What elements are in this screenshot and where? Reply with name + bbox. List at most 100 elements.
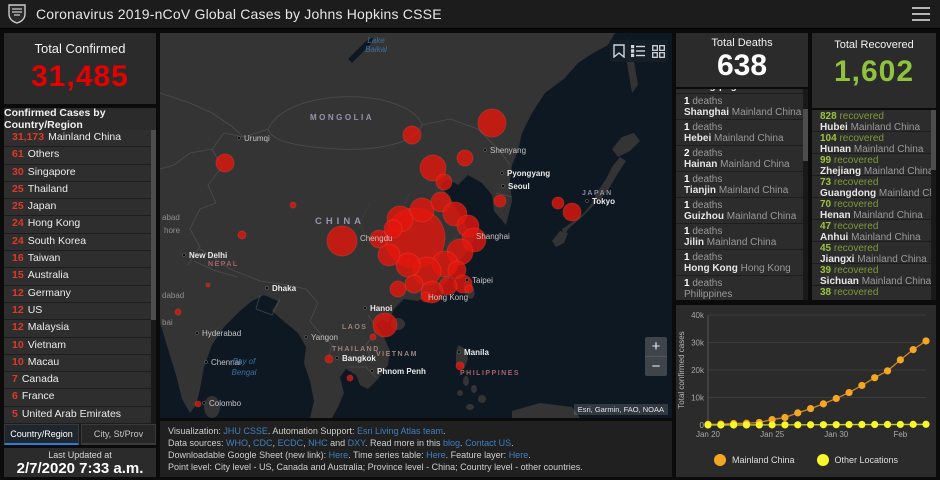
case-bubble[interactable] — [456, 149, 474, 167]
country-list[interactable]: 31,173 Mainland China 61 Others 30 Singa… — [4, 130, 156, 424]
country-row[interactable]: 25 Japan — [4, 199, 156, 217]
case-bubble[interactable] — [404, 274, 424, 294]
data-point[interactable] — [742, 421, 751, 429]
country-row[interactable]: 61 Others — [4, 147, 156, 165]
country-row[interactable]: 12 Germany — [4, 285, 156, 303]
country-row[interactable]: 7 Canada — [4, 372, 156, 390]
credit-link[interactable]: NHC — [308, 438, 328, 448]
case-bubble[interactable] — [455, 361, 465, 371]
data-point[interactable] — [819, 400, 828, 408]
data-point[interactable] — [755, 421, 763, 429]
country-row[interactable]: 5 United Arab Emirates — [4, 406, 156, 424]
country-row[interactable]: 12 US — [4, 302, 156, 321]
data-point[interactable] — [845, 420, 853, 429]
region-row[interactable]: 1 deaths Hebei Mainland China — [676, 120, 808, 146]
country-row[interactable]: 10 Vietnam — [4, 337, 156, 355]
hamburger-menu-icon[interactable] — [912, 7, 930, 21]
case-bubble[interactable] — [215, 153, 235, 173]
case-bubble[interactable] — [389, 280, 407, 298]
case-bubble[interactable] — [326, 225, 358, 257]
confirmed-cases-chart[interactable]: 0 10k 20k 30k 40k Jan 20 Jan 25 Jan 30 Feb Total … — [676, 305, 936, 447]
region-row[interactable]: 1 deaths Guizhou Mainland China — [676, 198, 808, 224]
data-point[interactable] — [781, 421, 789, 429]
zoom-in-button[interactable]: + — [645, 337, 667, 357]
case-bubble[interactable] — [372, 312, 398, 338]
basemap-grid-icon[interactable] — [651, 44, 665, 58]
region-row[interactable]: 1 deaths Hong Kong Hong Kong — [676, 250, 808, 276]
region-row[interactable]: 1 deaths Shanghai Mainland China — [676, 94, 808, 120]
credit-link[interactable]: CDC — [253, 438, 273, 448]
data-point[interactable] — [845, 388, 853, 397]
data-point[interactable] — [922, 337, 930, 345]
legend-item[interactable]: Other Locations — [816, 454, 898, 466]
region-row[interactable]: 99 recovered Zhejiang Mainland China — [812, 154, 936, 177]
data-point[interactable] — [858, 381, 866, 390]
zoom-out-button[interactable]: − — [651, 358, 661, 375]
credit-link[interactable]: Here — [426, 450, 446, 460]
credit-link[interactable]: ECDC — [277, 438, 304, 448]
region-row[interactable]: 45 recovered Jiangxi Mainland China — [812, 242, 936, 265]
data-point[interactable] — [909, 420, 917, 428]
data-point[interactable] — [704, 421, 712, 429]
case-bubble[interactable] — [237, 230, 247, 240]
case-bubble[interactable] — [194, 400, 202, 408]
deaths-list[interactable]: 2 deaths Chongqing Mainland China 1 deat… — [676, 89, 808, 300]
data-point[interactable] — [794, 409, 802, 417]
region-row[interactable]: 1 deaths Jilin Mainland China — [676, 224, 808, 250]
data-point[interactable] — [806, 404, 815, 413]
case-bubble[interactable] — [324, 354, 334, 364]
country-row[interactable]: 10 Macau — [4, 354, 156, 373]
recovered-list[interactable]: 828 recovered Hubei Mainland China 104 r… — [812, 110, 936, 300]
region-row[interactable]: 38 recovered — [812, 286, 936, 300]
data-point[interactable] — [883, 420, 892, 429]
data-point[interactable] — [922, 420, 930, 428]
credit-link[interactable]: JHU CSSE — [223, 426, 268, 436]
case-bubble[interactable] — [493, 194, 507, 208]
country-row[interactable]: 6 France — [4, 389, 156, 407]
data-point[interactable] — [768, 415, 776, 424]
region-row[interactable]: 39 recovered Sichuan Mainland China — [812, 264, 936, 287]
case-bubble[interactable] — [419, 154, 447, 182]
credit-link[interactable]: DXY — [347, 438, 365, 448]
bookmark-icon[interactable] — [613, 44, 625, 58]
country-row[interactable]: 24 Hong Kong — [4, 216, 156, 234]
case-bubble[interactable] — [420, 291, 432, 303]
country-row[interactable]: 30 Singapore — [4, 164, 156, 182]
data-point[interactable] — [896, 420, 904, 429]
region-row[interactable]: 1 deaths Tianjin Mainland China — [676, 172, 808, 198]
region-row[interactable]: 73 recovered Guangdong Mainland China — [812, 176, 936, 199]
case-bubble[interactable] — [464, 284, 474, 294]
data-point[interactable] — [871, 374, 879, 382]
data-point[interactable] — [896, 356, 904, 364]
case-bubbles[interactable] — [174, 108, 582, 408]
data-point[interactable] — [832, 421, 840, 429]
tab-country-region[interactable]: Country/Region — [4, 424, 79, 445]
credit-link[interactable]: blog — [443, 438, 461, 448]
case-bubble[interactable] — [369, 333, 377, 341]
data-point[interactable] — [794, 421, 802, 429]
case-bubble[interactable] — [174, 308, 182, 316]
case-bubble[interactable] — [369, 229, 389, 249]
data-point[interactable] — [819, 421, 828, 429]
case-bubble[interactable] — [409, 197, 435, 223]
case-bubble[interactable] — [205, 282, 211, 288]
data-point[interactable] — [730, 421, 738, 429]
credit-link[interactable]: Here — [328, 450, 349, 460]
data-point[interactable] — [909, 346, 917, 354]
country-list-scrollbar[interactable] — [151, 130, 156, 424]
country-row[interactable]: 25 Thailand — [4, 181, 156, 200]
case-bubble[interactable] — [395, 252, 421, 278]
case-bubble[interactable] — [551, 196, 565, 210]
case-bubble[interactable] — [289, 201, 297, 209]
country-row[interactable]: 31,173 Mainland China — [4, 130, 156, 148]
country-row[interactable]: 16 Taiwan — [4, 251, 156, 269]
data-point[interactable] — [858, 420, 866, 429]
region-row[interactable]: 2 deaths Chongqing Mainland China — [676, 89, 808, 94]
data-point[interactable] — [717, 421, 725, 429]
country-row[interactable]: 24 South Korea — [4, 233, 156, 252]
country-row[interactable]: 15 Australia — [4, 268, 156, 286]
data-point[interactable] — [781, 413, 789, 422]
world-map[interactable]: Lake Baikal MONGOLIA CHINA JAPAN NEPAL LAOS THA… — [160, 33, 672, 418]
credit-link[interactable]: WHO — [226, 438, 249, 448]
credit-link[interactable]: Here — [508, 450, 529, 460]
